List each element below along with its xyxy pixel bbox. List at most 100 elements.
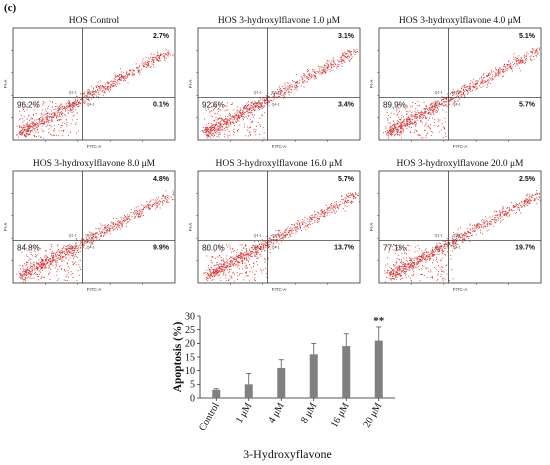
dot bbox=[30, 270, 32, 272]
dot bbox=[242, 117, 244, 119]
dot bbox=[430, 253, 432, 254]
dot bbox=[22, 132, 23, 134]
dot bbox=[67, 247, 69, 249]
dot bbox=[60, 256, 62, 258]
dot bbox=[86, 238, 87, 240]
dot bbox=[207, 131, 209, 132]
dot-cloud bbox=[203, 192, 360, 282]
dot bbox=[114, 83, 116, 85]
dot bbox=[425, 135, 427, 136]
dot bbox=[28, 130, 29, 132]
dot bbox=[307, 71, 308, 72]
dot bbox=[411, 122, 412, 124]
dot bbox=[215, 267, 217, 269]
pct-lower-left: 80.0% bbox=[202, 243, 225, 252]
dot bbox=[476, 83, 478, 85]
dot bbox=[38, 126, 39, 128]
dot bbox=[158, 60, 159, 61]
dot bbox=[487, 78, 489, 80]
dot bbox=[395, 132, 397, 134]
dot bbox=[426, 259, 428, 260]
dot bbox=[166, 52, 168, 54]
dot bbox=[436, 110, 438, 112]
dot bbox=[116, 218, 118, 219]
dot bbox=[493, 78, 495, 80]
dot bbox=[86, 98, 88, 100]
dot bbox=[521, 59, 523, 61]
dot bbox=[167, 50, 169, 52]
dot bbox=[106, 229, 108, 231]
dot bbox=[39, 266, 41, 268]
dot bbox=[125, 75, 126, 77]
dot bbox=[487, 83, 489, 85]
dot bbox=[519, 59, 521, 61]
dot bbox=[226, 109, 228, 111]
dot bbox=[41, 266, 43, 268]
dot bbox=[220, 124, 222, 126]
dot bbox=[412, 102, 414, 104]
dot bbox=[39, 264, 41, 266]
dot bbox=[307, 69, 308, 71]
dot bbox=[414, 121, 416, 123]
dot bbox=[478, 224, 479, 226]
dot bbox=[43, 130, 45, 132]
dot bbox=[273, 95, 275, 97]
dot bbox=[29, 273, 31, 275]
dot bbox=[57, 253, 58, 255]
dot bbox=[227, 259, 228, 261]
dot bbox=[229, 269, 231, 271]
dot bbox=[345, 56, 347, 58]
dot bbox=[469, 88, 471, 90]
dot bbox=[112, 217, 114, 219]
dot bbox=[23, 271, 25, 273]
dot bbox=[458, 93, 459, 94]
dot bbox=[33, 263, 35, 265]
dot bbox=[446, 98, 448, 100]
dot bbox=[483, 82, 484, 84]
dot bbox=[422, 112, 424, 113]
dot bbox=[28, 114, 30, 116]
dot bbox=[333, 60, 335, 62]
dot bbox=[212, 269, 214, 270]
dot bbox=[206, 269, 208, 271]
dot bbox=[394, 134, 396, 136]
dot bbox=[266, 103, 268, 105]
dot bbox=[413, 262, 415, 264]
dot bbox=[416, 114, 417, 116]
dot bbox=[308, 224, 309, 225]
dot bbox=[467, 90, 468, 92]
dot bbox=[67, 106, 69, 108]
dot bbox=[53, 260, 55, 261]
dot bbox=[534, 194, 536, 195]
dot bbox=[494, 72, 496, 74]
dot bbox=[328, 60, 330, 62]
dot bbox=[327, 66, 329, 68]
dot bbox=[229, 258, 231, 259]
dot bbox=[328, 207, 330, 209]
dot bbox=[276, 93, 277, 95]
dot bbox=[354, 51, 356, 53]
dot bbox=[152, 206, 153, 207]
dot bbox=[234, 257, 235, 259]
plot-frame bbox=[197, 170, 361, 284]
dot bbox=[412, 115, 413, 117]
dot bbox=[255, 246, 256, 248]
dot bbox=[482, 223, 484, 225]
dot bbox=[247, 111, 249, 113]
dot bbox=[330, 204, 332, 206]
dot bbox=[408, 123, 410, 125]
dot bbox=[486, 75, 487, 77]
dot bbox=[113, 222, 114, 224]
dot bbox=[30, 258, 32, 260]
dot bbox=[45, 263, 47, 265]
pct-upper-right: 2.7% bbox=[153, 33, 170, 40]
dot bbox=[355, 197, 357, 198]
dot bbox=[423, 116, 424, 118]
dot bbox=[43, 114, 45, 116]
dot bbox=[76, 280, 78, 281]
dot bbox=[129, 74, 131, 76]
dot bbox=[457, 228, 459, 230]
dot bbox=[259, 134, 261, 135]
dot bbox=[237, 266, 239, 268]
dot bbox=[205, 110, 207, 112]
